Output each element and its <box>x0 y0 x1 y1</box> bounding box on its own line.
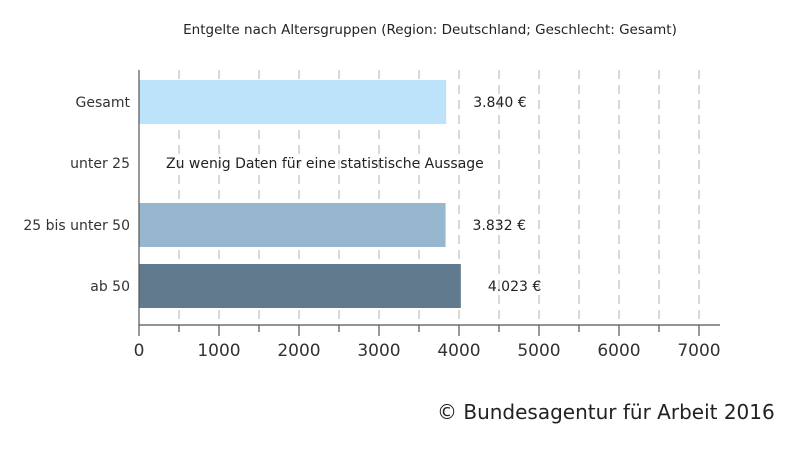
copyright-credit: © Bundesagentur für Arbeit 2016 <box>437 400 775 424</box>
x-tick-label: 1000 <box>197 341 240 361</box>
bar-gesamt <box>139 80 447 124</box>
category-label: 25 bis unter 50 <box>23 218 130 234</box>
chart-title: Entgelte nach Altersgruppen (Region: Deu… <box>183 22 677 38</box>
value-label: 4.023 € <box>488 279 541 295</box>
value-label: 3.840 € <box>473 95 526 111</box>
x-tick-label: 7000 <box>677 341 720 361</box>
x-tick-label: 2000 <box>277 341 320 361</box>
category-label: unter 25 <box>70 156 130 172</box>
x-tick-label: 6000 <box>597 341 640 361</box>
category-label: ab 50 <box>90 279 130 295</box>
x-tick-label: 5000 <box>517 341 560 361</box>
bar-ab-50 <box>139 264 461 308</box>
value-label: 3.832 € <box>473 218 526 234</box>
category-label: Gesamt <box>76 95 131 111</box>
bar-25-bis-unter-50 <box>139 203 446 247</box>
no-data-note: Zu wenig Daten für eine statistische Aus… <box>166 156 484 172</box>
x-tick-label: 3000 <box>357 341 400 361</box>
x-tick-label: 4000 <box>437 341 480 361</box>
x-tick-label: 0 <box>134 341 145 361</box>
